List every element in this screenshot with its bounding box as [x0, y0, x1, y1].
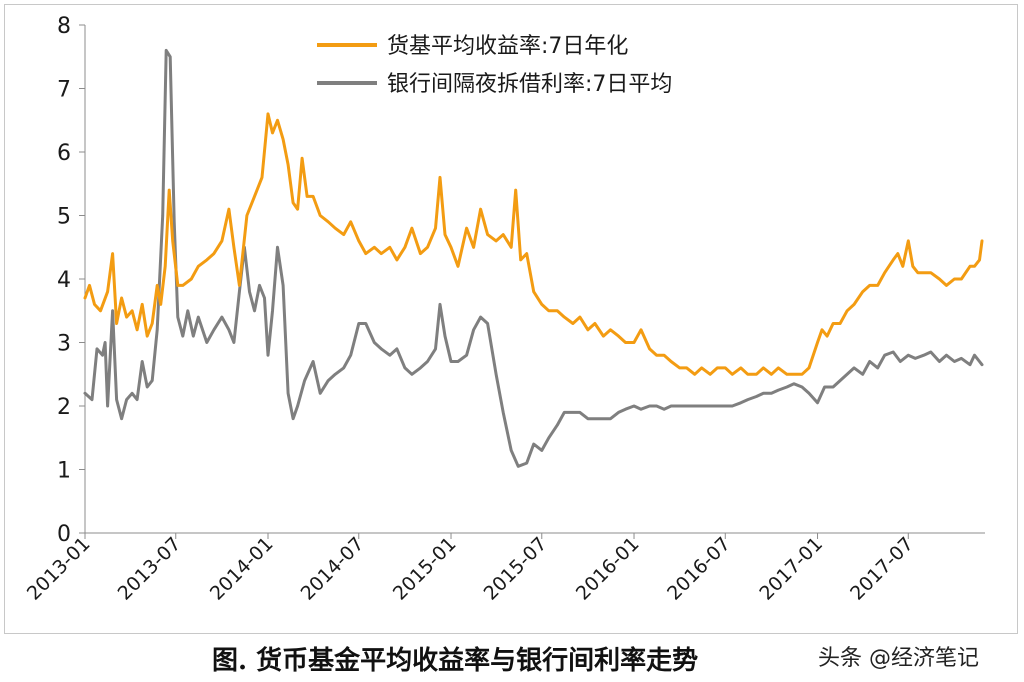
series-line-interbank-rate: [83, 48, 984, 468]
y-tick-label: 7: [57, 78, 71, 103]
y-tick-label: 8: [57, 14, 71, 39]
x-tick-label: 2017-01: [755, 533, 827, 605]
chart-frame: 0 1 2 3 4 5 6 7 8 2013-01 2013-07 2014-01 2014-07 201…: [4, 4, 1018, 634]
x-tick-label: 2013-07: [114, 533, 186, 605]
x-tick-label: 2016-07: [663, 533, 735, 605]
y-tick-label: 0: [57, 522, 71, 547]
x-tick-label: 2014-07: [297, 533, 369, 605]
x-tick-label: 2017-07: [846, 533, 918, 605]
series-line-money-fund-yield: [83, 112, 984, 376]
y-tick-label: 3: [57, 332, 71, 357]
x-tick-label: 2016-01: [572, 533, 644, 605]
figure-caption: 图. 货币基金平均收益率与银行间利率走势: [212, 646, 699, 676]
watermark-text: 头条 @经济笔记: [818, 646, 979, 671]
x-tick-label: 2015-07: [480, 533, 552, 605]
y-tick-label: 4: [57, 268, 71, 293]
y-tick-label: 5: [57, 205, 71, 230]
legend-label-interbank-rate: 银行间隔夜拆借利率:7日平均: [387, 72, 672, 97]
y-tick-label: 1: [57, 459, 71, 484]
y-tick-label: 6: [57, 141, 71, 166]
x-tick-label: 2015-01: [389, 533, 461, 605]
y-tick-label: 2: [57, 395, 71, 420]
x-tick-label: 2014-01: [206, 533, 278, 605]
legend-label-money-fund-yield: 货基平均收益率:7日年化: [387, 34, 628, 59]
